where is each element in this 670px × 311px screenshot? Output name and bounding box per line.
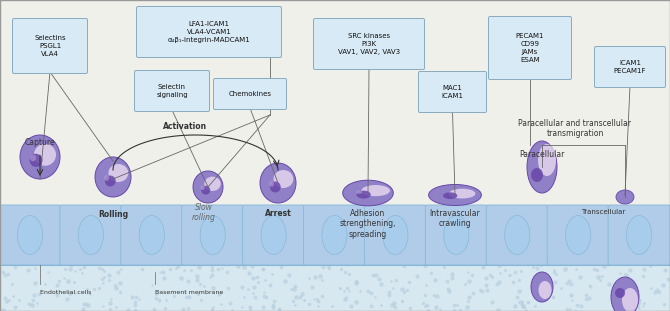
FancyBboxPatch shape [314,18,425,69]
Ellipse shape [269,181,274,187]
FancyBboxPatch shape [182,205,244,265]
Text: Slow
rolling: Slow rolling [192,203,216,222]
Ellipse shape [104,175,109,181]
Bar [0,205,670,265]
Ellipse shape [193,171,223,203]
FancyBboxPatch shape [13,18,88,73]
Ellipse shape [531,272,553,302]
Ellipse shape [449,189,476,198]
Ellipse shape [20,135,60,179]
Ellipse shape [383,216,408,254]
Text: Activation: Activation [163,122,208,131]
Ellipse shape [429,184,482,206]
FancyBboxPatch shape [486,205,548,265]
Ellipse shape [356,191,371,199]
Ellipse shape [105,175,116,187]
Ellipse shape [342,180,393,206]
FancyBboxPatch shape [304,205,365,265]
Text: Rolling: Rolling [98,210,128,219]
Ellipse shape [29,154,42,167]
Text: MAC1
ICAM1: MAC1 ICAM1 [442,85,464,99]
Ellipse shape [616,190,634,204]
Text: LFA1-ICAM1
VLA4-VCAM1
α₄β₁-integrin-MADCAM1: LFA1-ICAM1 VLA4-VCAM1 α₄β₁-integrin-MADC… [168,21,251,43]
Ellipse shape [356,190,362,194]
Ellipse shape [95,157,131,197]
Ellipse shape [200,216,225,254]
Text: Arrest: Arrest [265,209,291,218]
Ellipse shape [611,277,639,311]
FancyBboxPatch shape [488,16,572,80]
FancyBboxPatch shape [135,71,210,112]
Text: Intravascular
crawling: Intravascular crawling [429,209,480,228]
Ellipse shape [17,216,42,254]
Ellipse shape [201,186,210,195]
Text: Adhesion
strengthening,
spreading: Adhesion strengthening, spreading [340,209,396,239]
Ellipse shape [109,164,128,182]
Ellipse shape [273,170,293,188]
Ellipse shape [30,155,36,161]
Ellipse shape [261,216,286,254]
FancyBboxPatch shape [608,205,670,265]
Ellipse shape [139,216,164,254]
FancyBboxPatch shape [0,205,61,265]
FancyBboxPatch shape [547,205,609,265]
Text: Paracellular: Paracellular [519,150,565,159]
Ellipse shape [260,163,296,203]
Ellipse shape [34,144,56,166]
Ellipse shape [622,288,638,311]
Text: Paracellular and transcellular
transmigration: Paracellular and transcellular transmigr… [519,118,632,138]
Ellipse shape [626,216,652,254]
Text: Selectins
PSGL1
VLA4: Selectins PSGL1 VLA4 [34,35,66,57]
Text: Transcellular: Transcellular [581,209,625,215]
Ellipse shape [539,281,551,299]
Ellipse shape [565,216,591,254]
FancyBboxPatch shape [594,47,665,87]
Ellipse shape [78,216,103,254]
Bar [0,265,670,311]
Text: Selectin
signaling: Selectin signaling [156,84,188,98]
FancyBboxPatch shape [137,7,281,58]
Ellipse shape [444,216,469,254]
FancyBboxPatch shape [121,205,183,265]
Text: SRC kinases
PI3K
VAV1, VAV2, VAV3: SRC kinases PI3K VAV1, VAV2, VAV3 [338,33,400,55]
Ellipse shape [270,182,281,193]
Ellipse shape [527,141,557,193]
Text: Capture: Capture [25,138,56,147]
FancyBboxPatch shape [425,205,487,265]
Ellipse shape [531,168,543,182]
FancyBboxPatch shape [364,205,426,265]
FancyBboxPatch shape [214,78,287,109]
Ellipse shape [200,186,205,190]
Ellipse shape [538,144,556,176]
Ellipse shape [361,185,390,196]
FancyBboxPatch shape [419,72,486,113]
Ellipse shape [615,288,625,298]
Ellipse shape [204,177,220,191]
Ellipse shape [505,216,530,254]
FancyBboxPatch shape [243,205,305,265]
Text: Endothelial cells: Endothelial cells [40,290,91,295]
Text: Basement membrane: Basement membrane [155,290,223,295]
Text: Chemokines: Chemokines [228,91,271,97]
Ellipse shape [443,192,458,199]
FancyBboxPatch shape [60,205,122,265]
Text: ICAM1
PECAM1F: ICAM1 PECAM1F [614,60,647,74]
Ellipse shape [322,216,347,254]
Text: PECAM1
CD99
JAMs
ESAM: PECAM1 CD99 JAMs ESAM [516,33,544,63]
